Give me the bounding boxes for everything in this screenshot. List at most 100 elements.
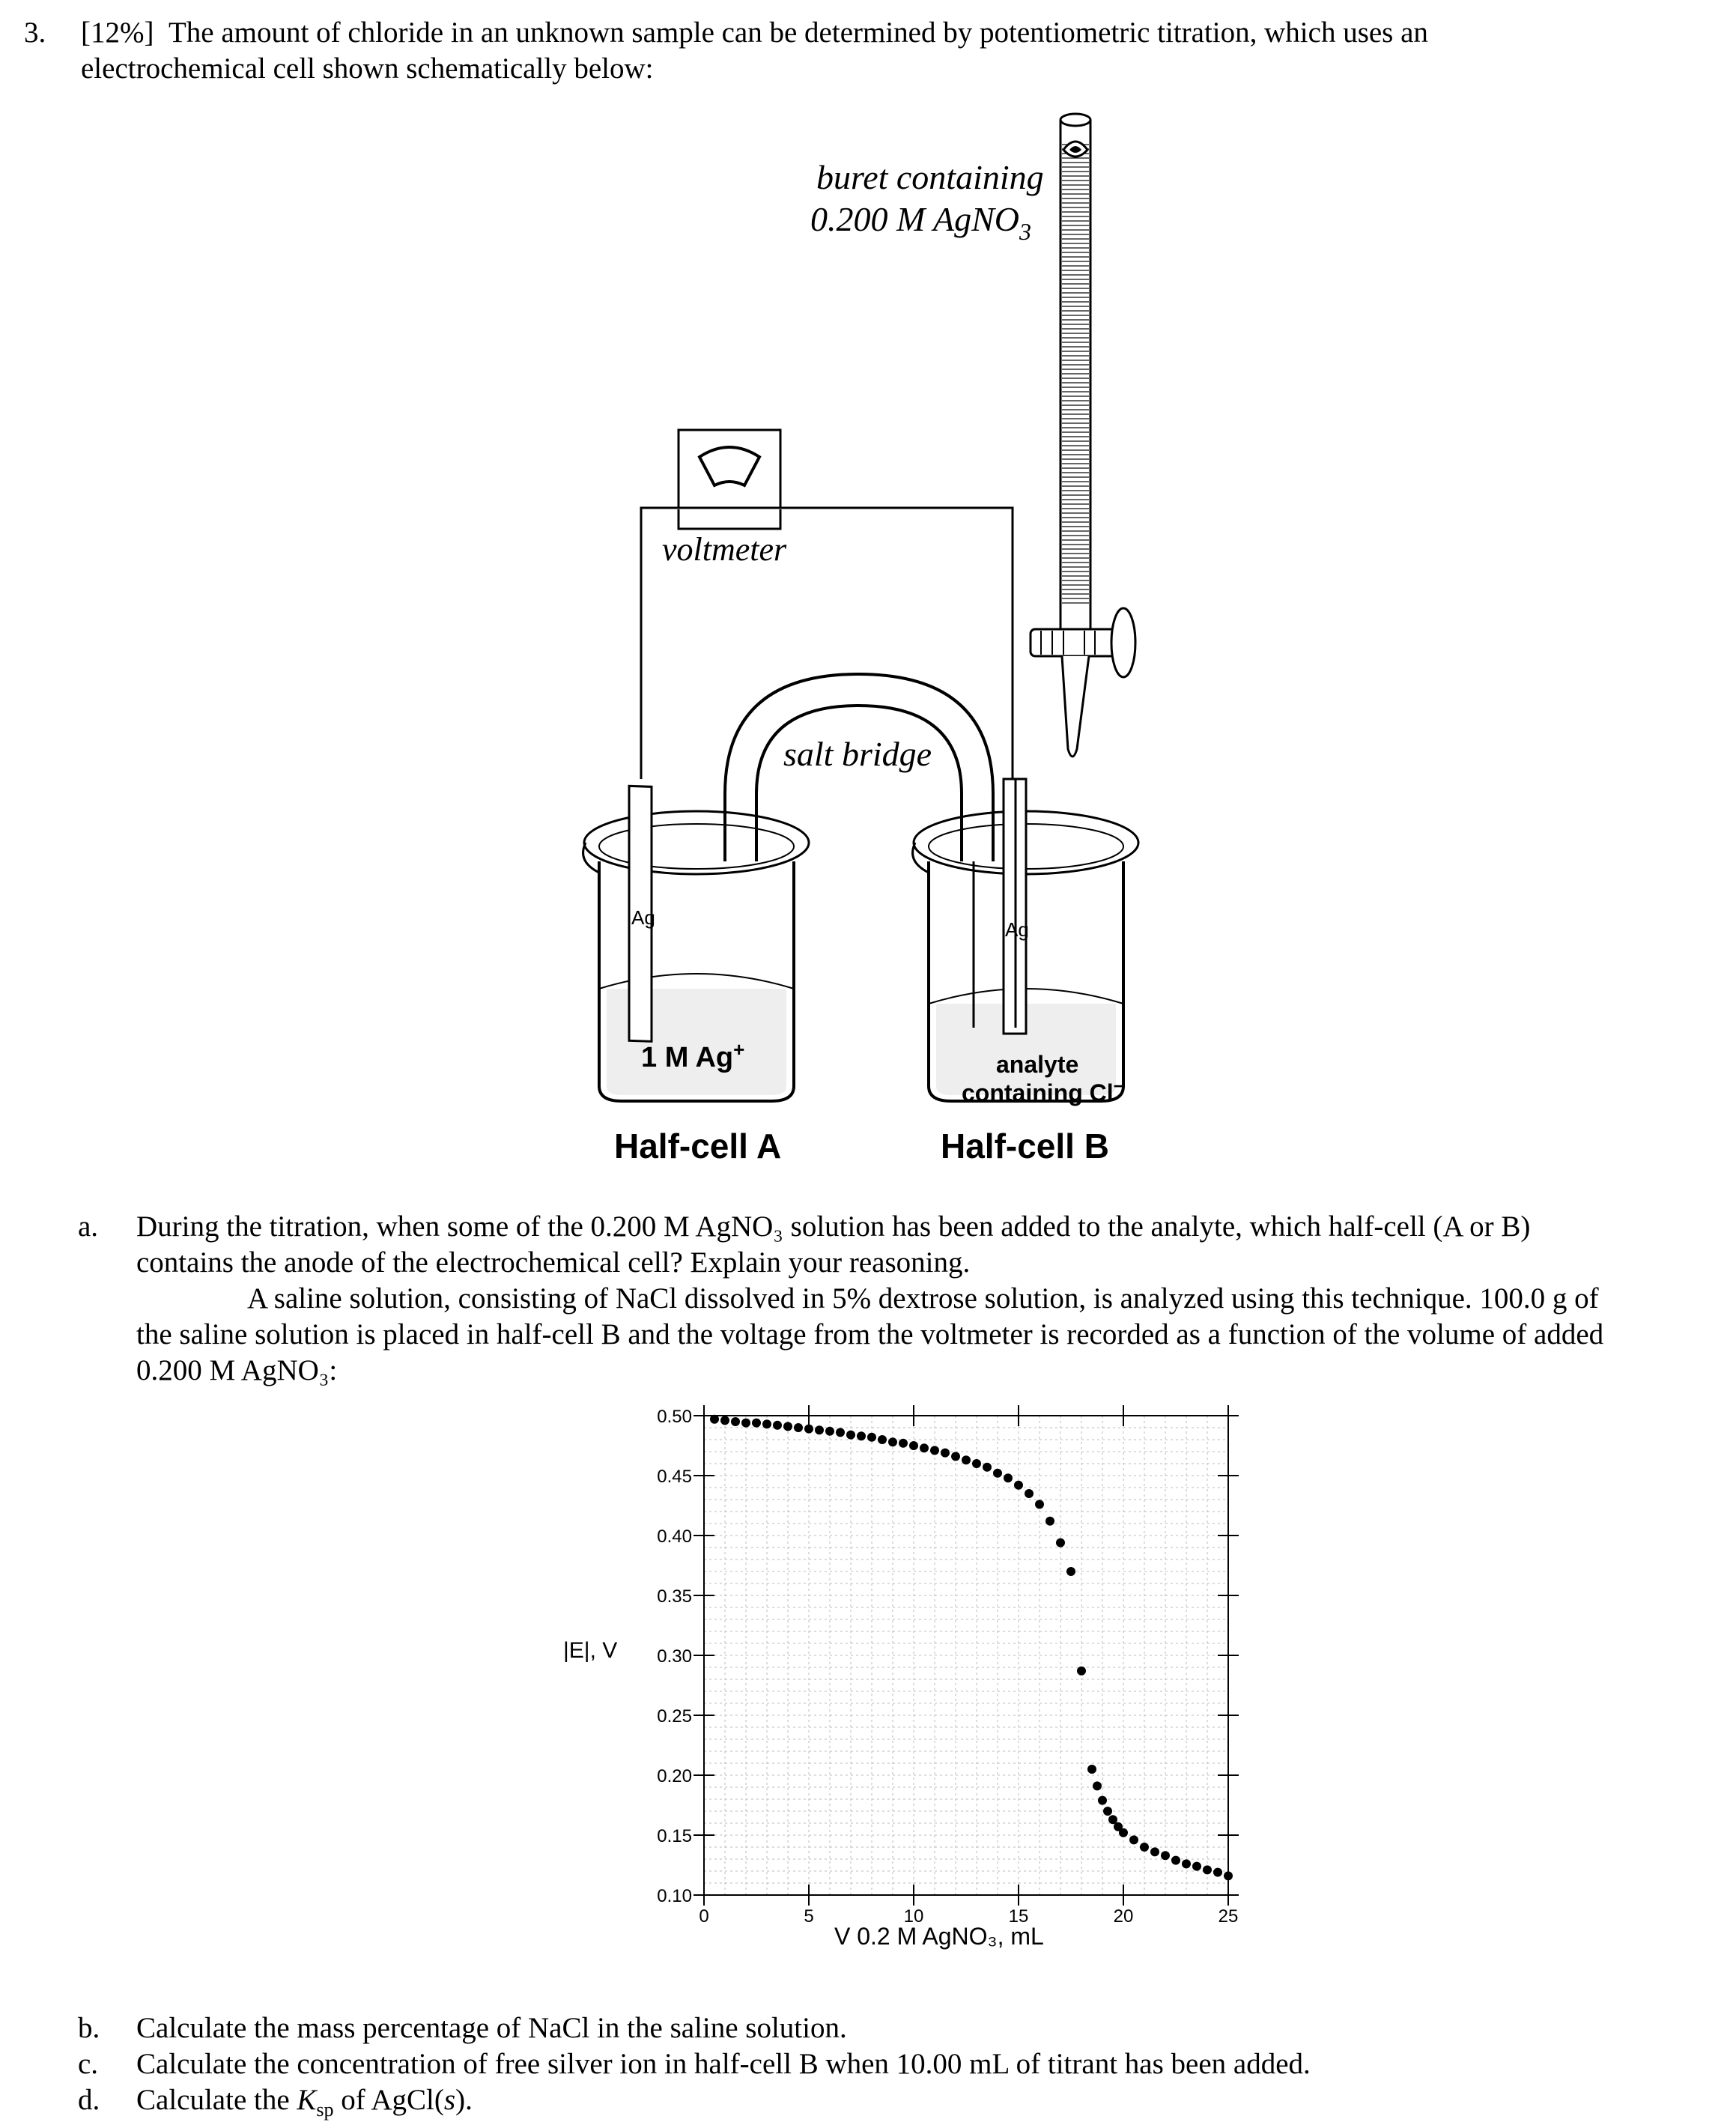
ksp-symbol: K [297, 2084, 317, 2116]
ksp-subscript: sp [316, 2098, 334, 2121]
chart-y-axis-label: |E|, V [563, 1638, 617, 1663]
data-point [1119, 1828, 1128, 1837]
data-point [1087, 1765, 1096, 1774]
data-point [1114, 1822, 1123, 1831]
y-tick-label: 0.35 [657, 1586, 692, 1607]
data-point [773, 1420, 782, 1430]
data-point [1077, 1666, 1086, 1676]
voltmeter-label: voltmeter [662, 531, 787, 568]
data-point [794, 1423, 803, 1432]
chart-x-ticks: 0 5 10 15 20 25 [699, 1405, 1238, 1927]
solution-b-line-1: analyte [996, 1051, 1078, 1078]
part-a-label: a. [78, 1210, 99, 1243]
x-tick-label: 25 [1218, 1906, 1239, 1927]
data-point [951, 1452, 960, 1461]
part-a-line-4: the saline solution is placed in half-ce… [136, 1318, 1604, 1351]
chart-data-points [710, 1414, 1233, 1881]
data-point [1140, 1843, 1149, 1852]
question-number: 3. [24, 16, 46, 49]
y-tick-label: 0.25 [657, 1706, 692, 1727]
part-d-end: ). [455, 2084, 473, 2116]
data-point [1093, 1781, 1102, 1791]
data-point [825, 1426, 834, 1436]
part-b-text: Calculate the mass percentage of NaCl in… [136, 2012, 847, 2044]
data-point [1213, 1867, 1222, 1877]
data-point [962, 1455, 971, 1465]
data-point [899, 1438, 908, 1448]
buret-label-formula: 0.200 M AgNO [810, 200, 1019, 238]
y-tick-label: 0.10 [657, 1886, 692, 1906]
data-point [1025, 1489, 1034, 1498]
data-point [888, 1437, 897, 1447]
salt-bridge [723, 672, 995, 1026]
y-tick-label: 0.45 [657, 1467, 692, 1487]
part-d-post: of AgCl( [333, 2084, 444, 2116]
y-tick-label: 0.15 [657, 1826, 692, 1846]
data-point [1103, 1807, 1112, 1816]
x-tick-label: 10 [904, 1906, 924, 1927]
data-point [741, 1418, 750, 1428]
solution-a-label: 1 M Ag+ [641, 1038, 744, 1073]
data-point [930, 1446, 939, 1455]
wire-right [780, 506, 1014, 779]
question-intro-text-1: The amount of chloride in an unknown sam… [168, 16, 1428, 49]
buret-label-line-2: 0.200 M AgNO3 [810, 200, 1031, 245]
data-point [1004, 1473, 1013, 1483]
chart-grid [703, 1415, 1229, 1896]
data-point [1171, 1855, 1180, 1865]
question-intro-line-2: electrochemical cell shown schematically… [81, 52, 654, 85]
data-point [762, 1419, 771, 1429]
data-point [1224, 1871, 1233, 1881]
data-point [783, 1422, 792, 1431]
data-point [1098, 1795, 1107, 1805]
y-tick-label: 0.30 [657, 1646, 692, 1667]
half-cell-b-label: Half-cell B [941, 1127, 1109, 1165]
data-point [720, 1416, 729, 1425]
data-point [972, 1459, 981, 1468]
question-weight: [12%] [81, 16, 154, 49]
data-point [731, 1417, 740, 1426]
data-point [941, 1448, 950, 1458]
data-point [836, 1428, 845, 1437]
data-point [1150, 1847, 1159, 1857]
part-d-text: Calculate the Ksp of AgCl(s). [136, 2082, 473, 2128]
data-point [846, 1430, 855, 1440]
data-point [983, 1462, 992, 1472]
data-point [804, 1424, 813, 1434]
chart-y-ticks: 0.10 0.15 0.20 0.25 0.30 0.35 0.40 0.45 0.50 [657, 1407, 1239, 1906]
data-point [1108, 1815, 1117, 1825]
buret-label-line-1: buret containing [816, 158, 1044, 196]
data-point [1056, 1538, 1065, 1548]
part-c-text: Calculate the concentration of free silv… [136, 2048, 1311, 2080]
x-tick-label: 15 [1009, 1906, 1029, 1927]
part-a-line-1: During the titration, when some of the 0… [136, 1210, 1531, 1243]
data-point [1014, 1480, 1023, 1490]
data-point [1192, 1861, 1201, 1871]
part-a-line-5: 0.200 M AgNO₃: [136, 1354, 338, 1386]
titration-curve-chart: 0.10 0.15 0.20 0.25 0.30 0.35 0.40 0.45 0.50 0 5 1… [563, 1405, 1239, 1950]
solution-b-line-2: containing Cl− [962, 1076, 1124, 1106]
solution-a-text: 1 M Ag [641, 1042, 733, 1073]
data-point [909, 1441, 918, 1450]
data-point [1129, 1835, 1138, 1845]
electrode-b-label: Ag [1005, 918, 1029, 941]
solution-b-sup: − [1114, 1076, 1124, 1097]
part-d-label: d. [78, 2084, 100, 2116]
data-point [878, 1435, 887, 1444]
data-point [857, 1431, 866, 1441]
wire-left [640, 506, 679, 779]
part-d-state: s [443, 2084, 456, 2116]
question-intro-line-1: [12%] The amount of chloride in an unkno… [81, 15, 1428, 51]
chart-x-axis-label: V 0.2 M AgNO₃, mL [834, 1923, 1044, 1950]
data-point [867, 1432, 876, 1442]
part-d-pre: Calculate the [136, 2084, 297, 2116]
half-cell-a-label: Half-cell A [614, 1127, 781, 1165]
data-point [1066, 1567, 1075, 1576]
buret-label-subscript: 3 [1019, 218, 1031, 245]
beaker-b [911, 777, 1140, 1103]
salt-bridge-label: salt bridge [783, 735, 932, 773]
data-point [710, 1414, 719, 1424]
data-point [1203, 1865, 1212, 1875]
electrochemical-cell-diagram: buret containing 0.200 M AgNO3 voltmeter… [582, 112, 1140, 1165]
x-tick-label: 20 [1114, 1906, 1134, 1927]
